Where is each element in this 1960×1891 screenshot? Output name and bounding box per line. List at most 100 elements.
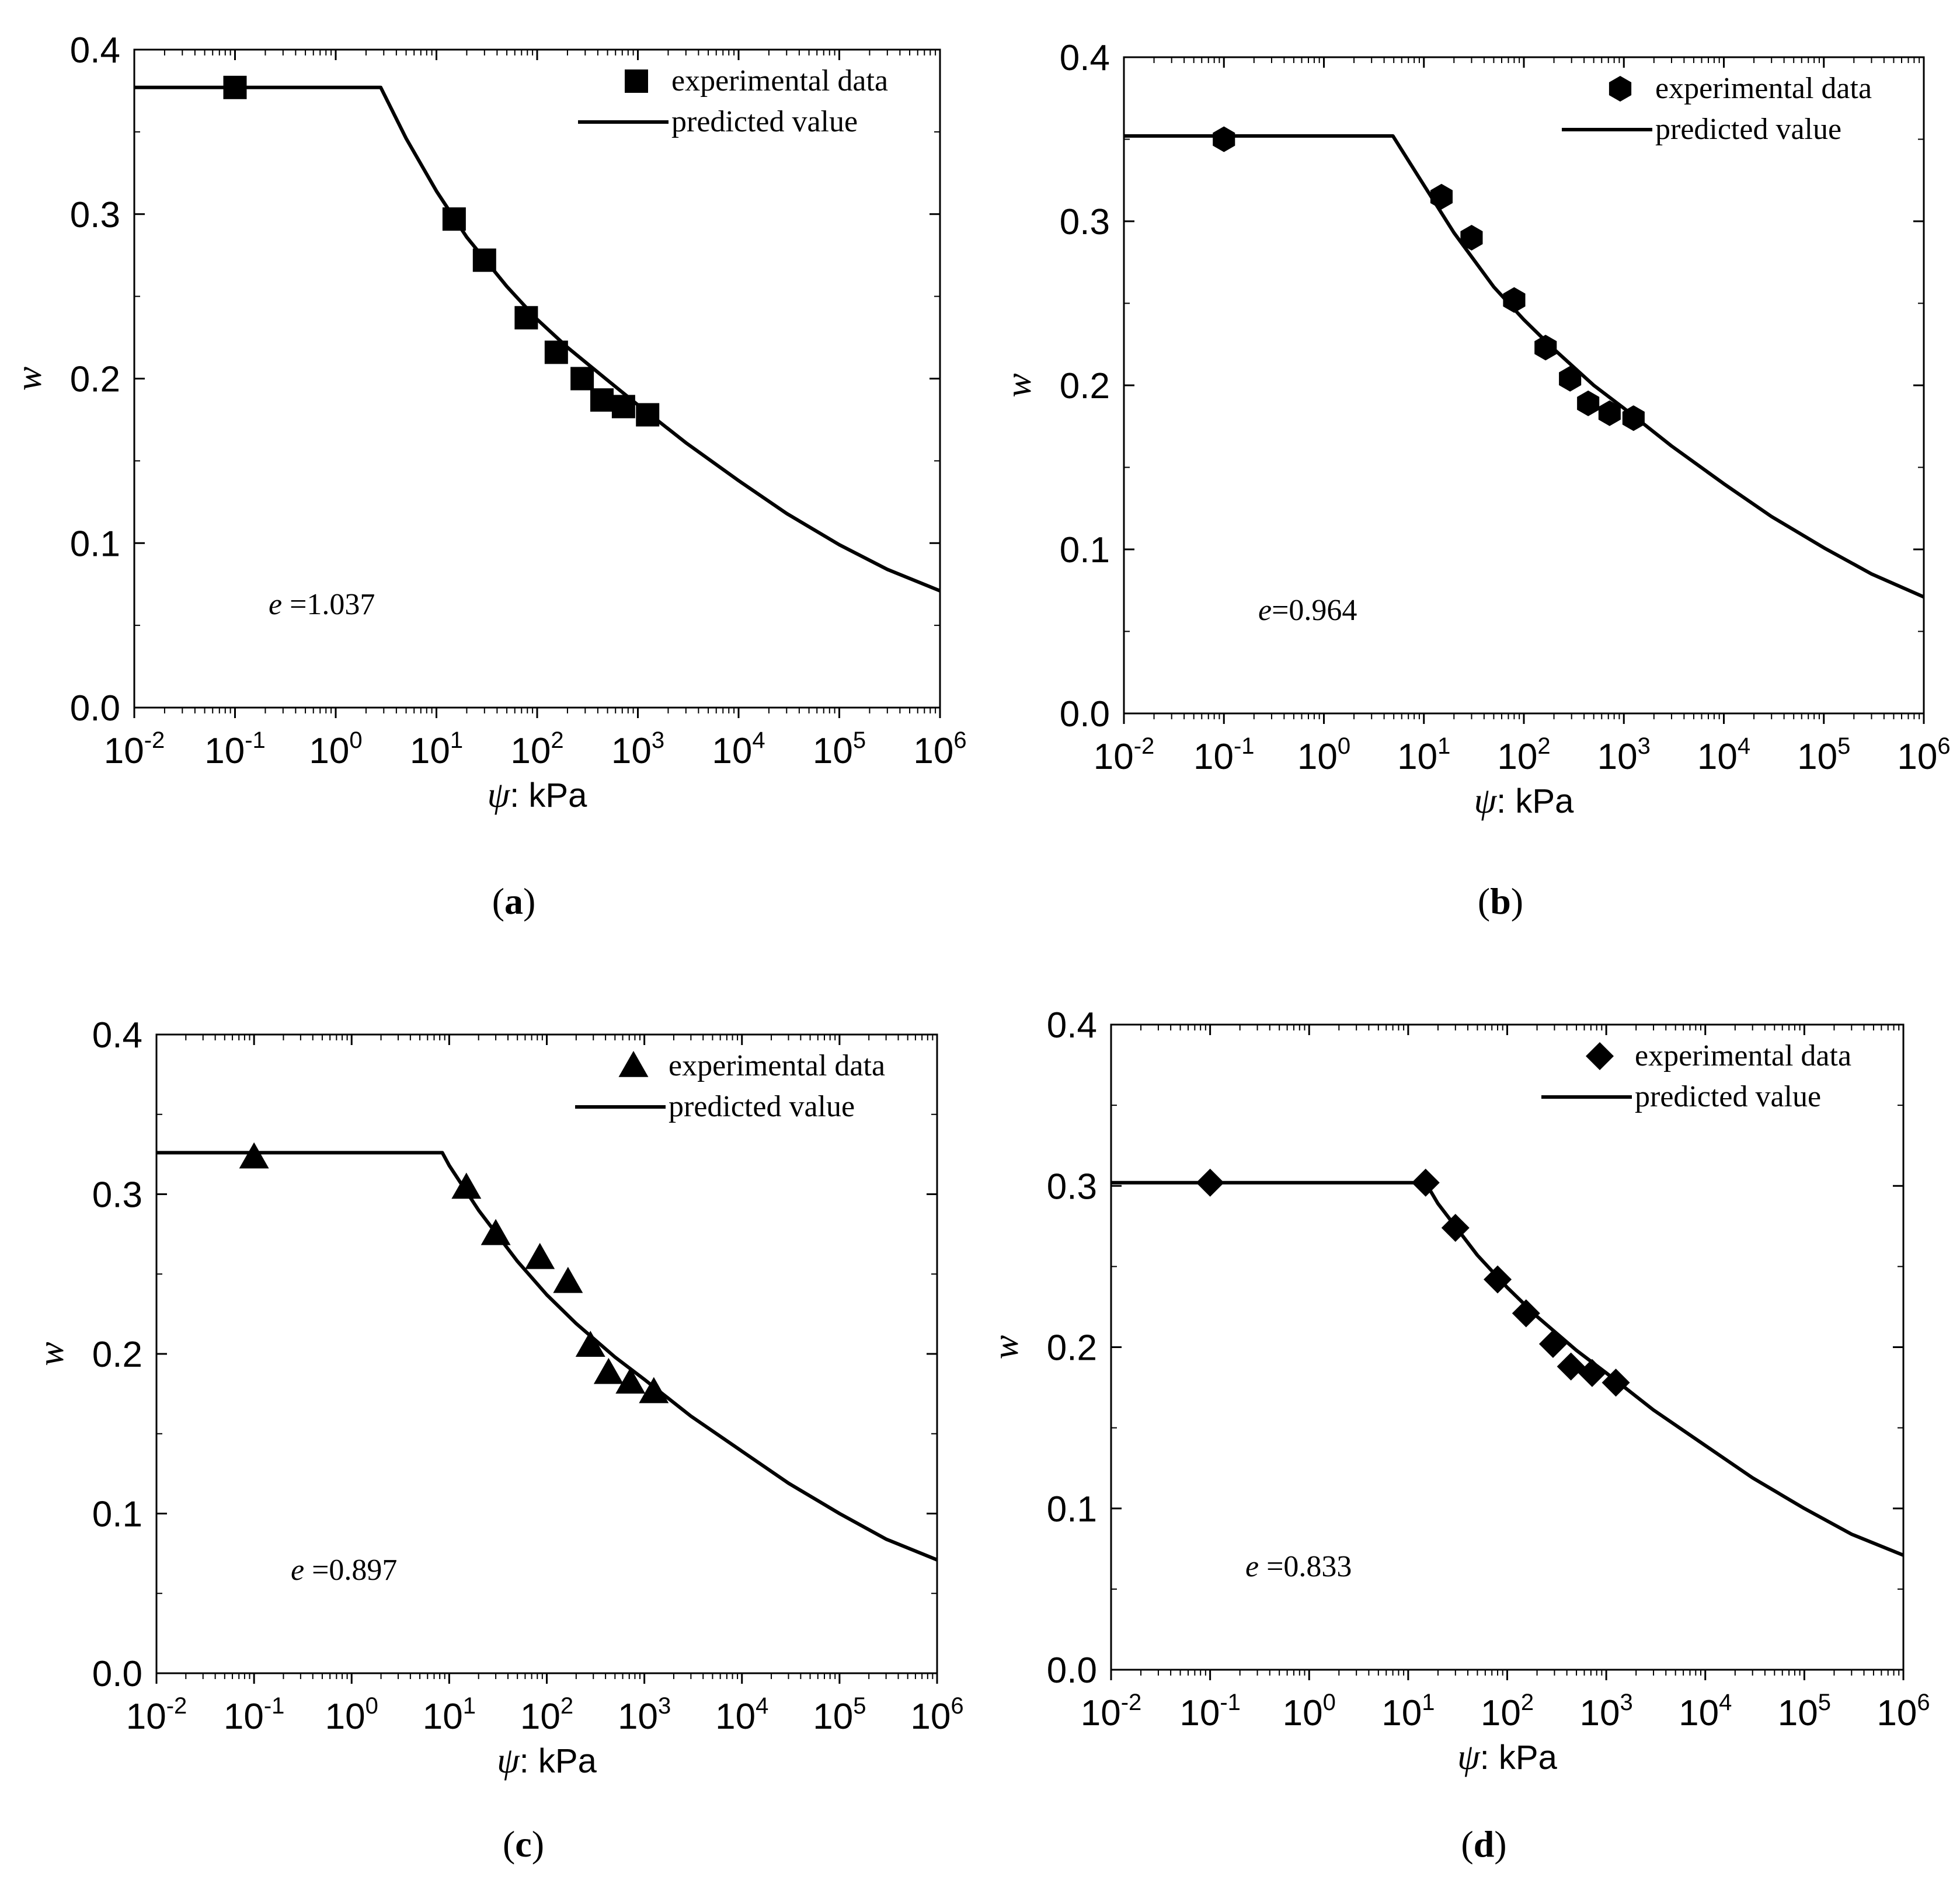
y-tick-label: 0.3 xyxy=(1047,1166,1097,1207)
legend-label: experimental data xyxy=(669,1049,885,1082)
x-tick-label: 104 xyxy=(1697,733,1750,777)
data-point xyxy=(639,1377,669,1404)
plot-frame xyxy=(1123,56,1925,715)
x-tick-label: 106 xyxy=(910,1693,963,1737)
data-point xyxy=(514,306,538,330)
legend-marker xyxy=(1586,1042,1614,1070)
y-tick-label: 0.4 xyxy=(1060,38,1110,78)
data-point xyxy=(1578,1359,1606,1387)
data-point xyxy=(239,1142,269,1169)
x-tick-label: 104 xyxy=(712,727,765,771)
x-tick-label: 102 xyxy=(1497,733,1550,777)
data-point xyxy=(1577,390,1600,416)
void-ratio-annotation: e=0.964 xyxy=(1258,594,1357,627)
x-tick-label: 101 xyxy=(1381,1690,1435,1733)
y-tick-label: 0.3 xyxy=(1060,202,1110,242)
y-tick-label: 0.2 xyxy=(1060,366,1110,406)
x-tick-label: 106 xyxy=(1897,733,1950,777)
plot-frame xyxy=(155,1033,938,1674)
data-point xyxy=(590,388,614,412)
plot-frame xyxy=(133,48,941,709)
data-point xyxy=(1512,1299,1540,1328)
data-point xyxy=(223,75,247,99)
x-tick-label: 10-2 xyxy=(1094,733,1155,777)
predicted-line xyxy=(134,85,940,593)
x-axis-unit: : kPa xyxy=(1480,1739,1558,1777)
legend-label: experimental data xyxy=(1655,72,1872,105)
data-point xyxy=(615,1367,646,1394)
data-point xyxy=(611,395,635,419)
plot-frame xyxy=(1110,1023,1905,1671)
x-tick-label: 101 xyxy=(1397,733,1450,777)
x-axis-label: ψ: kPa xyxy=(1457,1737,1557,1777)
y-axis-label: w xyxy=(9,367,49,391)
x-axis-label: ψ: kPa xyxy=(488,775,587,815)
legend-label: experimental data xyxy=(1635,1039,1851,1072)
data-point xyxy=(593,1357,624,1384)
predicted-line xyxy=(156,1151,937,1562)
x-tick-label: 103 xyxy=(618,1693,671,1737)
x-tick-label: 101 xyxy=(410,727,463,771)
data-point xyxy=(1460,225,1483,251)
data-point xyxy=(1534,335,1557,361)
x-axis-symbol: ψ xyxy=(488,775,511,815)
data-point xyxy=(481,1218,511,1245)
chart-panel-a: 10-2 10-1 100 101 102 103 104 105 106 0.0 0.1 0.2 0.… xyxy=(9,30,967,922)
data-point xyxy=(544,340,568,364)
data-point xyxy=(1557,1352,1585,1381)
x-tick-label: 103 xyxy=(611,727,664,771)
predicted-line xyxy=(1111,1180,1903,1557)
x-tick-label: 105 xyxy=(813,1693,866,1737)
predicted-line xyxy=(1124,134,1924,599)
legend-marker xyxy=(618,1051,649,1077)
y-tick-label: 0.1 xyxy=(70,524,120,564)
y-tick-label: 0.0 xyxy=(92,1654,142,1694)
x-axis-symbol: ψ xyxy=(497,1741,520,1781)
data-point xyxy=(1213,126,1235,152)
data-point xyxy=(570,367,594,391)
y-tick-label: 0.0 xyxy=(1047,1650,1097,1691)
y-tick-label: 0.3 xyxy=(92,1175,142,1216)
data-point xyxy=(1503,287,1526,313)
legend-label: predicted value xyxy=(669,1090,855,1123)
x-tick-label: 10-2 xyxy=(1081,1690,1142,1733)
x-tick-label: 104 xyxy=(715,1693,768,1737)
data-point xyxy=(442,207,466,231)
x-tick-label: 105 xyxy=(1797,733,1850,777)
x-tick-label: 10-2 xyxy=(104,727,165,771)
panel-label: (c) xyxy=(503,1823,544,1865)
chart-panel-d: 10-2 10-1 100 101 102 103 104 105 106 0.0 0.1 0.2 0.… xyxy=(986,1005,1930,1865)
data-point xyxy=(553,1266,583,1293)
x-tick-label: 102 xyxy=(510,727,563,771)
y-axis-label: w xyxy=(986,1335,1026,1359)
x-tick-label: 10-1 xyxy=(1193,733,1255,777)
legend-label: predicted value xyxy=(1635,1080,1821,1113)
x-axis-symbol: ψ xyxy=(1474,781,1498,821)
y-axis-label: w xyxy=(32,1342,71,1366)
x-tick-label: 100 xyxy=(325,1693,378,1737)
data-point xyxy=(575,1331,605,1357)
x-tick-label: 102 xyxy=(520,1693,573,1737)
x-tick-label: 106 xyxy=(913,727,966,771)
data-point xyxy=(472,248,496,272)
x-axis-symbol: ψ xyxy=(1457,1737,1481,1777)
y-tick-label: 0.1 xyxy=(92,1495,142,1535)
y-tick-label: 0.0 xyxy=(1060,694,1110,734)
y-axis-label: w xyxy=(999,373,1039,397)
legend-label: predicted value xyxy=(671,105,858,138)
x-tick-label: 105 xyxy=(1778,1690,1831,1733)
data-point xyxy=(1559,365,1582,392)
data-point xyxy=(1538,1329,1567,1358)
panel-label: (d) xyxy=(1461,1823,1506,1865)
chart-panel-b: 10-2 10-1 100 101 102 103 104 105 106 0.0 0.1 0.2 0.… xyxy=(999,38,1951,922)
data-point xyxy=(1411,1168,1440,1197)
x-axis-unit: : kPa xyxy=(510,776,587,814)
data-point xyxy=(1441,1214,1470,1242)
x-tick-label: 106 xyxy=(1877,1690,1930,1733)
data-point xyxy=(1430,183,1453,210)
y-tick-label: 0.2 xyxy=(70,360,120,400)
data-point xyxy=(1622,405,1645,431)
x-tick-label: 101 xyxy=(423,1693,476,1737)
x-tick-label: 10-1 xyxy=(1179,1690,1241,1733)
